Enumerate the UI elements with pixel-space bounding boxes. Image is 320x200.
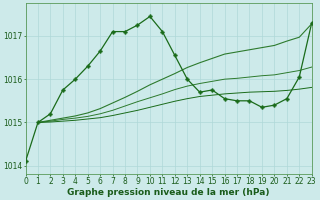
X-axis label: Graphe pression niveau de la mer (hPa): Graphe pression niveau de la mer (hPa) [67,188,270,197]
